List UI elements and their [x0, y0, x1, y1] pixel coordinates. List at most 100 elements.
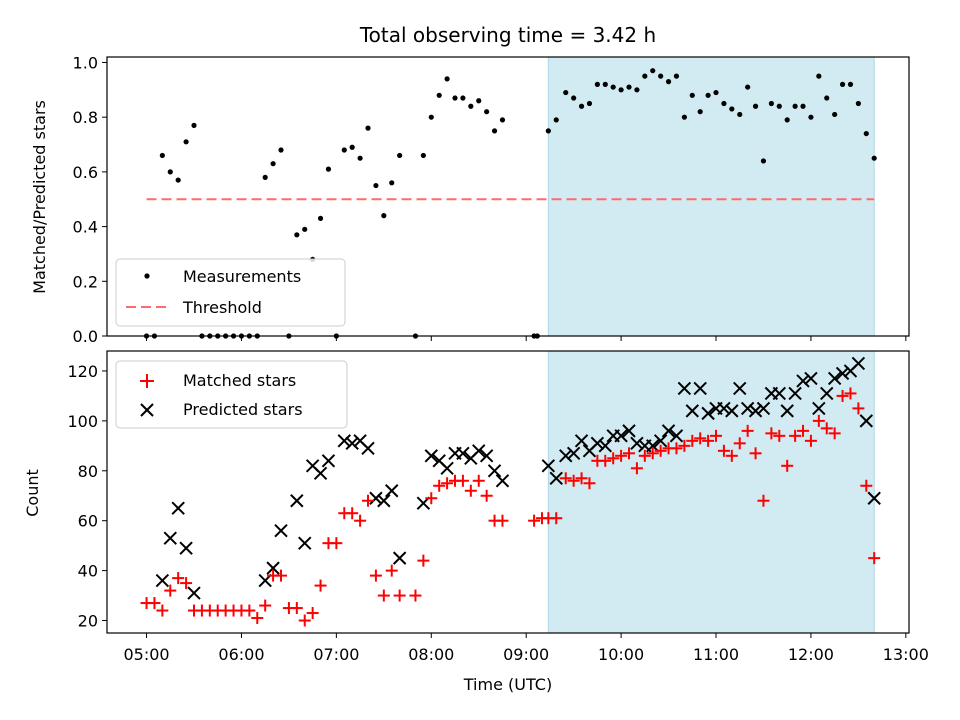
legend-measurement-marker — [144, 273, 150, 279]
predicted-star-point — [566, 446, 581, 461]
matched-star-point — [377, 589, 390, 602]
matched-star-point — [243, 604, 256, 617]
predicted-star-point — [835, 366, 850, 381]
predicted-star-point — [424, 449, 438, 463]
measurement-point — [594, 81, 600, 87]
y-tick-label: 0.8 — [73, 108, 98, 127]
top-axes-frame — [106, 56, 910, 337]
predicted-star-point — [440, 461, 454, 475]
x-tick-label: 05:00 — [123, 645, 169, 664]
bottom-x-axis: 05:00 06:00 07:00 08:00 09:00 10:00 11:00 12:00… — [123, 633, 929, 664]
measurement-point — [302, 226, 308, 232]
measurement-point — [553, 117, 559, 123]
measurement-point — [800, 103, 806, 109]
bottom-y-axis: 20 40 60 80 100 120 — [67, 362, 107, 631]
matched-star-point — [599, 454, 612, 467]
matched-star-point — [717, 444, 730, 457]
measurement-point — [278, 147, 284, 153]
bottom-panel: 20 40 60 80 100 120 05:00 06:00 07:00 08:00 09:00… — [23, 350, 929, 694]
predicted-star-point — [693, 381, 707, 396]
bottom-legend: Matched stars Predicted stars — [115, 360, 348, 429]
matched-star-point — [860, 479, 873, 492]
figure-title: Total observing time = 3.42 h — [359, 23, 656, 47]
predicted-star-point — [290, 494, 304, 508]
matched-star-point — [844, 387, 857, 400]
predicted-star-point — [574, 434, 589, 448]
measurement-point — [863, 130, 869, 137]
matched-star-point — [654, 444, 667, 457]
predicted-star-point — [788, 386, 802, 401]
measurement-point — [705, 92, 711, 98]
matched-star-point — [630, 462, 643, 475]
matched-star-point — [172, 572, 185, 585]
measurement-point — [325, 166, 332, 172]
measurement-point — [871, 155, 877, 161]
measurement-point — [737, 111, 743, 118]
predicted-star-point — [590, 436, 605, 451]
measurement-point — [665, 79, 672, 85]
y-tick-label: 80 — [78, 462, 98, 481]
matched-star-point — [290, 602, 303, 615]
matched-star-point — [710, 429, 723, 442]
matched-star-point — [567, 474, 580, 487]
measurement-point — [681, 114, 687, 120]
predicted-star-point — [313, 466, 328, 480]
matched-star-point — [314, 579, 327, 592]
predicted-star-point — [717, 401, 731, 416]
matched-star-point — [559, 472, 572, 485]
measurement-point — [270, 161, 276, 167]
matched-star-point — [773, 429, 786, 442]
predicted-star-point — [812, 401, 826, 416]
legend-matched-label: Matched stars — [183, 371, 296, 390]
matched-star-point — [480, 489, 493, 502]
matched-star-point — [259, 599, 272, 612]
predicted-star-point — [541, 459, 556, 473]
matched-star-point — [298, 614, 311, 627]
matched-star-point — [694, 432, 707, 445]
measurement-point — [499, 117, 506, 123]
matched-star-point — [433, 479, 446, 492]
predicted-star-point — [266, 561, 280, 575]
predicted-star-point — [756, 401, 771, 416]
matched-star-point — [362, 494, 375, 507]
top-y-label: Matched/Predicted stars — [30, 100, 49, 294]
y-tick-label: 20 — [78, 612, 98, 631]
top-y-axis: 0.0 0.2 0.4 0.6 0.8 1.0 — [73, 53, 107, 346]
matched-star-point — [615, 449, 628, 462]
matched-star-point — [575, 472, 588, 485]
matched-star-point — [456, 474, 469, 487]
measurement-point — [729, 106, 735, 112]
bottom-y-label: Count — [23, 469, 42, 517]
measurement-point — [175, 177, 181, 183]
predicted-star-point — [859, 414, 873, 428]
measurement-point — [792, 103, 798, 109]
measurement-point — [341, 147, 347, 153]
matched-star-point — [820, 422, 833, 435]
measurement-point — [832, 111, 838, 118]
predicted-stars-points — [155, 356, 881, 600]
predicted-star-point — [780, 404, 794, 418]
predicted-star-point — [549, 471, 563, 485]
matched-star-point — [789, 429, 802, 442]
y-tick-label: 0.2 — [73, 272, 98, 291]
measurement-point — [365, 125, 371, 131]
matched-star-point — [781, 459, 794, 472]
bottom-x-label: Time (UTC) — [463, 675, 552, 694]
x-tick-label: 13:00 — [883, 645, 929, 664]
measurement-point — [349, 144, 355, 150]
measurement-point — [816, 73, 822, 79]
legend-predicted-label: Predicted stars — [183, 400, 303, 419]
predicted-star-point — [661, 424, 676, 438]
matched-star-point — [828, 427, 841, 440]
measurement-point — [610, 84, 616, 90]
predicted-star-point — [614, 429, 628, 443]
matched-star-point — [749, 447, 762, 460]
matched-star-point — [836, 389, 849, 402]
measurement-point — [618, 87, 624, 93]
measurement-point — [397, 152, 403, 159]
measurement-point — [839, 81, 846, 87]
predicted-star-point — [740, 401, 755, 416]
x-tick-label: 07:00 — [313, 645, 359, 664]
measurement-point — [420, 152, 426, 159]
matched-star-point — [670, 442, 683, 455]
